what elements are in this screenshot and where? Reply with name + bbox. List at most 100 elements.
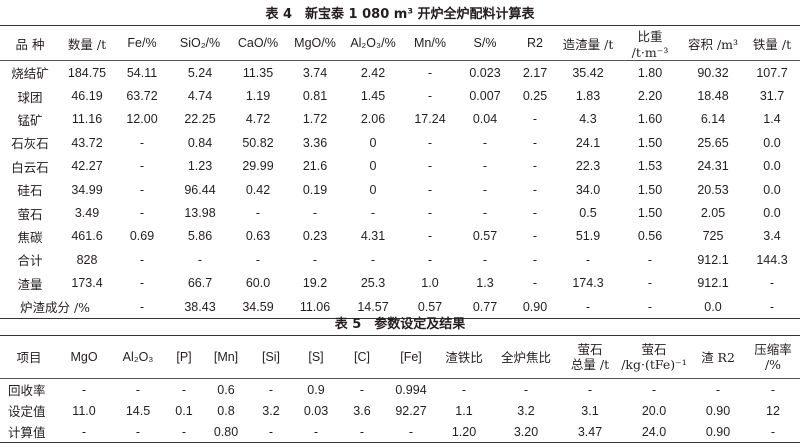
- table4-cell: 828: [76, 252, 98, 267]
- table4-cell: 0.84: [187, 135, 213, 150]
- table4-cell: -: [427, 182, 433, 197]
- table4-cell: 5.24: [187, 65, 213, 80]
- table5-cell: -: [770, 424, 776, 439]
- table4-row: 硅石 34.99 - 96.44 0.42 0.19 0 - - - 34.0 1.50 20.53 0.…: [0, 178, 800, 201]
- table5-header-cell: 渣 R2: [690, 335, 746, 379]
- table4-cell: 912.1: [697, 252, 729, 267]
- table4-row-label: 炉渣成分 /%: [20, 300, 91, 316]
- table4-cell: -: [370, 206, 376, 221]
- table5-header-cell: [Mn]: [202, 335, 250, 379]
- table4-title: 表 4 新宝泰 1 080 m³ 开炉全炉配料计算表: [265, 7, 535, 22]
- table4-cell: 24.31: [697, 159, 729, 174]
- table4-cell: -: [585, 252, 591, 267]
- table5-header-cell: [S]: [292, 335, 340, 379]
- table4-cell: 1.83: [575, 89, 601, 104]
- table4-cell: 11.16: [71, 112, 103, 127]
- table4-cell: 21.6: [302, 159, 328, 174]
- table5-header-cell: 压缩率 /%: [746, 335, 800, 379]
- table5-cell: -: [81, 382, 87, 397]
- table4-cell: -: [532, 229, 538, 244]
- table4-cell: 42.27: [71, 159, 103, 174]
- table4-cell: 0.5: [579, 206, 597, 221]
- table5-row: 设定值 11.0 14.5 0.1 0.8 3.2 0.03 3.6 92.27 1.1 3.2 3.…: [0, 400, 800, 421]
- table4-cell: 0.56: [637, 229, 663, 244]
- table4-cell: 3.36: [302, 135, 328, 150]
- table4-cell: 0.57: [472, 229, 498, 244]
- table4-row: 球团 46.19 63.72 4.74 1.19 0.81 1.45 - 0.007 0.25 1.…: [0, 84, 800, 107]
- table4-cell: 35.42: [572, 65, 604, 80]
- table4-cell: 1.23: [187, 159, 213, 174]
- table4-cell: 1.50: [637, 182, 663, 197]
- table4-cell: 0.023: [469, 65, 501, 80]
- table4-cell: 2.05: [700, 206, 726, 221]
- table4-header-cell: S/%: [458, 25, 512, 61]
- table5-cell: 20.0: [641, 403, 667, 418]
- table4-cell: 3.74: [302, 65, 328, 80]
- table5-cell: -: [770, 382, 776, 397]
- table4-cell: 60.0: [245, 276, 271, 291]
- table4-cell: -: [532, 276, 538, 291]
- table4-row-label: 烧结矿: [11, 66, 49, 82]
- table4-cell: 184.75: [67, 65, 107, 80]
- table4-cell: 51.9: [575, 229, 601, 244]
- table4-cell: 0.007: [469, 89, 501, 104]
- table5-header-row: 项目 MgO Al₂O₃ [P] [Mn] [Si] [S] [C] [Fe] 渣铁比 全炉焦比 萤石…: [0, 335, 800, 379]
- table5-cell: 3.1: [581, 403, 599, 418]
- table4-row: 渣量 173.4 - 66.7 60.0 19.2 25.3 1.0 1.3 - 174.3 - 912…: [0, 272, 800, 295]
- table4-row: 合计 828 - - - - - - - - - - 912.1 144.3: [0, 248, 800, 271]
- table4-cell: 2.17: [522, 65, 548, 80]
- table5-title: 表 5 参数设定及结果: [334, 317, 466, 332]
- table5-cell: -: [587, 382, 593, 397]
- table4-row-label: 锰矿: [17, 112, 43, 128]
- table4-cell: 0.25: [522, 89, 548, 104]
- table5-row-label: 回收率: [8, 383, 46, 398]
- table4-cell: 1.60: [637, 112, 663, 127]
- table4-cell: 174.3: [572, 276, 604, 291]
- table4-cell: 20.53: [697, 182, 729, 197]
- table4-header-row: 品 种数量 /t Fe/% SiO₂/% CaO/% MgO/% Al₂O₃/% Mn/% S…: [0, 25, 800, 61]
- table4-cell: -: [255, 252, 261, 267]
- table4-cell: -: [312, 206, 318, 221]
- table4-row-label: 焦碳: [17, 229, 43, 245]
- table5-cell: 1.1: [455, 403, 473, 418]
- table4-cell: 1.53: [637, 159, 663, 174]
- table4-cell: -: [532, 112, 538, 127]
- table4-cell: -: [427, 135, 433, 150]
- table4-row: 萤石 3.49 - 13.98 - - - - - - 0.5 1.50 2.05 0.0: [0, 201, 800, 224]
- table4-cell: -: [139, 135, 145, 150]
- table5-cell: 0.90: [705, 424, 731, 439]
- table4-cell: 34.99: [71, 182, 103, 197]
- table4-cell: 0.19: [302, 182, 328, 197]
- table4-cell: -: [482, 206, 488, 221]
- table4-cell: -: [139, 182, 145, 197]
- table4-cell: 54.11: [126, 65, 158, 80]
- table4-cell: 3.49: [74, 206, 100, 221]
- table4-cell: 12.00: [126, 112, 158, 127]
- table4-cell: 31.7: [759, 89, 785, 104]
- table4-cell: 0.0: [763, 159, 781, 174]
- table4-cell: 5.86: [187, 229, 213, 244]
- table4-cell: -: [139, 276, 145, 291]
- table4-cell: -: [769, 276, 775, 291]
- table4-cell: 66.7: [187, 276, 213, 291]
- table4-cell: -: [769, 299, 775, 314]
- table4-cell: 3.4: [763, 229, 781, 244]
- table4-cell: -: [312, 252, 318, 267]
- table5-header-cell: 渣铁比: [438, 335, 490, 379]
- table5-cell: -: [268, 382, 274, 397]
- table4-cell: 0.63: [245, 229, 271, 244]
- table4-row: 石灰石 43.72 - 0.84 50.82 3.36 0 - - - 24.1 1.50 25.65 0…: [0, 131, 800, 154]
- table4-cell: 0.0: [763, 135, 781, 150]
- table5-cell: -: [461, 382, 467, 397]
- table5-cell: 1.20: [451, 424, 477, 439]
- table4-cell: 50.82: [242, 135, 274, 150]
- table4-header-cell: SiO₂/%: [170, 25, 230, 61]
- table4-header-cell: 数量 /t: [60, 25, 114, 61]
- table5-cell: 12: [766, 403, 780, 418]
- table4-row: 炉渣成分 /% - 38.43 34.59 11.06 14.57 0.57 0.77 0.90…: [0, 295, 800, 319]
- table5-header-cell: MgO: [58, 335, 110, 379]
- table5-cell: 11.0: [72, 403, 96, 418]
- table4-header-cell: 造渣量 /t: [558, 25, 618, 61]
- table4-cell: 63.72: [126, 89, 158, 104]
- table5-cell: -: [313, 424, 319, 439]
